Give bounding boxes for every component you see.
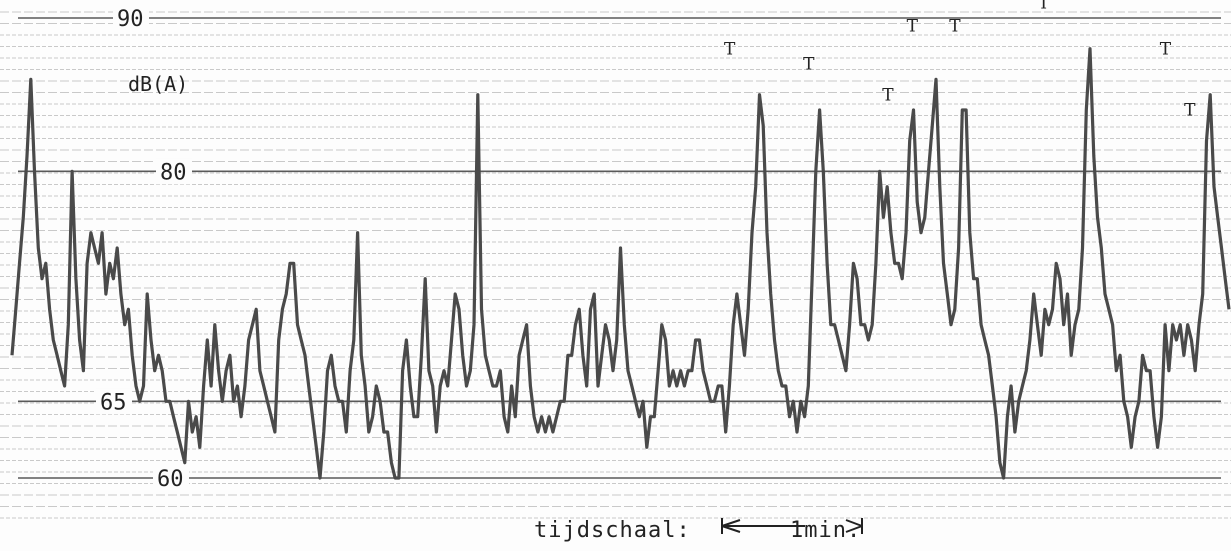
y-tick-labels: 90 80 65 60 bbox=[96, 5, 192, 492]
y-axis-unit-label: dB(A) bbox=[128, 72, 188, 96]
y-tick-label: 80 bbox=[160, 160, 187, 185]
y-tick-label-background bbox=[153, 465, 189, 491]
y-tick-label-background bbox=[96, 388, 132, 415]
y-tick-label-background bbox=[113, 5, 149, 31]
y-tick-label-background bbox=[156, 158, 192, 185]
peak-label: T bbox=[803, 55, 815, 75]
peak-label: T bbox=[1184, 101, 1196, 121]
peak-label: T bbox=[882, 85, 894, 105]
peak-label: T bbox=[949, 16, 961, 36]
y-tick-label: 60 bbox=[157, 467, 184, 492]
tick-lines bbox=[18, 17, 1221, 479]
time-scale: tijdschaal: 1min. bbox=[534, 518, 863, 543]
y-tick-label: 65 bbox=[100, 390, 127, 415]
y-tick-label: 90 bbox=[117, 7, 144, 32]
time-scale-label: tijdschaal: bbox=[534, 518, 691, 543]
time-scale-right-arrow bbox=[845, 519, 863, 533]
time-scale-left-arrow bbox=[721, 519, 741, 533]
peak-label: T bbox=[724, 39, 736, 59]
peak-label: T bbox=[1160, 39, 1172, 59]
noise-level-series-line bbox=[10, 47, 1231, 480]
peak-annotations: T T T T T T T T bbox=[724, 0, 1196, 121]
peak-label: T bbox=[1038, 0, 1050, 13]
peak-label: T bbox=[907, 16, 919, 36]
